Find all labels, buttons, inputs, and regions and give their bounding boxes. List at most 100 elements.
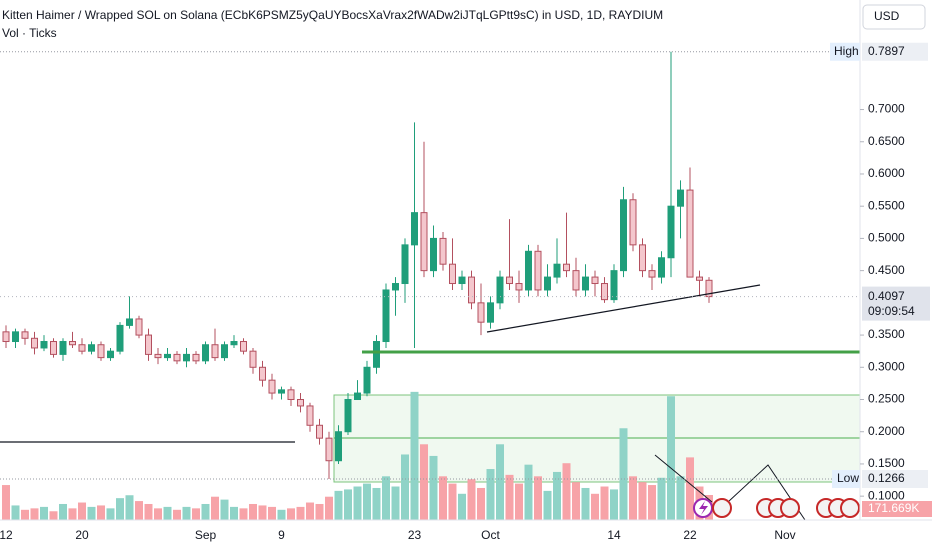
volume-bar (581, 487, 590, 520)
candle-body (677, 189, 684, 207)
volume-bar (496, 444, 504, 520)
candle-body (487, 302, 494, 323)
candle-body (40, 341, 48, 349)
chart-subtitle: Vol · Ticks (2, 26, 57, 40)
last-price: 0.4097 (868, 289, 905, 303)
candle-body (154, 353, 162, 359)
low-value: 0.1266 (868, 471, 905, 485)
x-tick-label: Oct (481, 528, 500, 542)
volume-bar (372, 487, 381, 520)
candle-body (449, 263, 456, 285)
volume-bar (182, 506, 191, 520)
volume-bar (477, 487, 485, 520)
volume-bar (420, 444, 428, 520)
candle-body (563, 263, 570, 272)
volume-bar (344, 489, 352, 520)
y-tick-label: 0.4500 (868, 263, 905, 277)
candle-body (221, 344, 228, 359)
candle-body (401, 244, 409, 285)
candle-body (686, 189, 694, 278)
candle-body (240, 341, 247, 352)
volume-bar (401, 454, 409, 520)
candle-body (135, 318, 143, 336)
y-tick-label: 0.7000 (868, 102, 905, 116)
volume-bar (657, 477, 666, 520)
volume-bar (116, 498, 124, 520)
volume-bar (87, 506, 96, 520)
candle-body (458, 276, 466, 285)
volume-bar (486, 469, 495, 520)
icon (780, 498, 800, 518)
drawing-line (654, 454, 713, 503)
candle-body (439, 237, 447, 265)
volume-bar (192, 508, 200, 520)
candle-body (2, 331, 10, 343)
candle-body (354, 392, 361, 401)
volume-bar (334, 490, 343, 520)
volume-bar (68, 508, 77, 520)
volume-bar (553, 471, 561, 520)
low-value-box (862, 470, 928, 489)
low-tag (832, 470, 860, 489)
candle-body (506, 276, 513, 285)
candle-body (344, 399, 352, 433)
candle-body (183, 353, 190, 362)
candle-body (50, 341, 57, 355)
candle-body (363, 366, 371, 394)
candle-body (107, 350, 114, 359)
volume-bar (629, 476, 637, 520)
volume-bar (505, 474, 514, 520)
candle-body (268, 379, 276, 394)
volume-bar (429, 455, 438, 520)
candle-body (21, 331, 29, 339)
candle-body (544, 276, 551, 291)
volume-bar (277, 509, 286, 520)
volume-bar (410, 391, 419, 520)
volume-bar (78, 502, 86, 520)
candle-body (534, 250, 542, 291)
x-tick-label: 20 (75, 528, 89, 542)
x-tick-label: 23 (408, 528, 422, 542)
volume-bar (648, 485, 656, 520)
low-label: Low (837, 471, 859, 485)
candle-body (173, 353, 181, 362)
y-tick-label: 0.1500 (868, 456, 905, 470)
candle-body (126, 318, 133, 326)
high-tag (830, 42, 860, 61)
candle-body (430, 237, 437, 272)
trend-line (486, 284, 761, 333)
volume-bar (686, 457, 694, 520)
candle-body (12, 331, 19, 343)
volume-bar (173, 509, 181, 520)
volume-bar (467, 479, 476, 520)
currency-box[interactable] (862, 4, 926, 30)
volume-label-box (862, 501, 932, 517)
currency[interactable]: USD (874, 9, 900, 23)
candle-body (658, 257, 665, 278)
high-value-box (862, 42, 928, 61)
volume-bar (524, 464, 533, 520)
volume-bar (676, 476, 685, 520)
volume-bar (572, 482, 580, 520)
candle-body (297, 399, 304, 407)
icon (712, 498, 732, 518)
volume-bar (382, 476, 390, 520)
y-tick-label: 0.2000 (868, 424, 905, 438)
candle-body (373, 341, 380, 368)
x-tick-label: 9 (278, 528, 285, 542)
candle-body (468, 276, 475, 304)
volume-bar (619, 428, 628, 520)
y-tick-label: 0.1000 (868, 488, 905, 502)
volume-bar (21, 509, 29, 520)
candle-body (287, 389, 295, 401)
candle-body (601, 283, 608, 301)
candle-body (496, 276, 504, 304)
volume-bar (268, 506, 276, 520)
x-tick-label: 14 (607, 528, 621, 542)
event-icons (693, 498, 860, 518)
volume-bar (135, 501, 143, 520)
candle-body (306, 405, 314, 426)
volume-bar (239, 508, 248, 520)
